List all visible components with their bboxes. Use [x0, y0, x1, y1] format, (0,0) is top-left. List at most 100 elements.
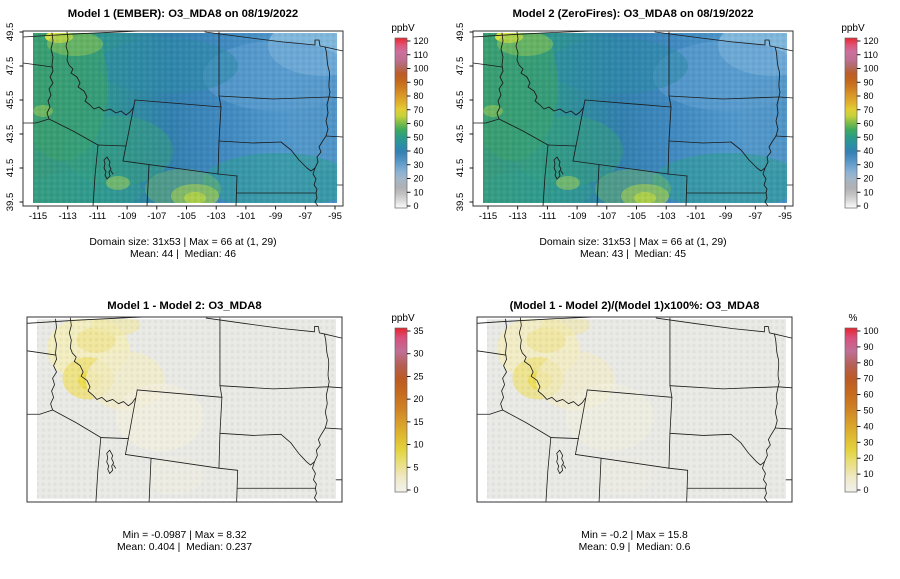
state-border: [762, 461, 767, 489]
state-border: [774, 386, 779, 429]
state-border: [125, 389, 138, 455]
plot-box: [472, 30, 794, 207]
state-border: [324, 427, 343, 430]
state-border: [654, 31, 776, 48]
state-border: [476, 409, 503, 415]
state-border: [22, 118, 50, 124]
plot-area: [476, 316, 793, 503]
colorbar-tick-label: 60: [414, 119, 424, 129]
state-border: [550, 437, 579, 439]
state-border: [314, 487, 318, 503]
colorbar-tick-label: 30: [414, 160, 424, 170]
state-border: [584, 99, 672, 108]
state-border: [103, 156, 112, 180]
state-border: [65, 31, 134, 116]
state-border: [325, 96, 330, 137]
pixelation-overlay: [483, 33, 787, 203]
colorbar-tick-label: 80: [864, 358, 874, 368]
state-border: [218, 95, 330, 100]
state-border: [328, 96, 344, 99]
x-axis-tick-label: -111: [89, 211, 107, 222]
plot-area: [26, 316, 343, 503]
panel-model1: Model 1 (EMBER): O3_MDA8 on 08/19/2022 -…: [0, 0, 450, 289]
state-border: [655, 317, 775, 335]
colorbar-tick-label: 30: [414, 349, 424, 359]
colorbar-tick-label: 35: [414, 326, 424, 336]
state-border: [324, 46, 344, 52]
state-border: [498, 118, 549, 146]
state-border: [122, 99, 136, 162]
y-axis-tick-label: 43.5: [5, 125, 16, 144]
state-border: [596, 164, 600, 207]
colorbar-tick-label: 100: [414, 64, 429, 74]
state-border: [773, 333, 793, 339]
x-axis-tick-label: -113: [509, 211, 527, 222]
colorbar: [844, 327, 858, 493]
plot-box: [26, 316, 343, 503]
colorbar-tick-label: 20: [414, 394, 424, 404]
state-border: [764, 427, 776, 463]
y-axis-tick-label: 45.5: [455, 91, 466, 110]
y-axis-tick-label: 39.5: [455, 193, 466, 212]
colorbar-tick-label: 90: [414, 77, 424, 87]
state-border: [775, 96, 780, 137]
colorbar-tick-label: 5: [414, 462, 419, 472]
pixelation-overlay: [36, 319, 337, 499]
state-border: [327, 386, 343, 389]
state-border: [773, 333, 780, 388]
plot-box: [22, 30, 344, 207]
map-group: [26, 316, 343, 503]
state-border: [106, 449, 115, 474]
colorbar-tick-label: 20: [864, 174, 874, 184]
colorbar-tick-label: 40: [864, 421, 874, 431]
state-border: [774, 46, 781, 98]
state-border: [204, 31, 326, 48]
state-border: [218, 140, 282, 144]
colorbar-tick-label: 30: [864, 160, 874, 170]
colorbar-tick-label: 25: [414, 371, 424, 381]
y-axis-tick-label: 47.5: [5, 57, 16, 76]
panel-stats-line1: Min = -0.0987 | Max = 8.32: [122, 530, 247, 541]
state-border: [314, 192, 319, 207]
colorbar-tick-label: 10: [414, 187, 424, 197]
state-border: [312, 461, 317, 489]
colorbar-tick-label: 50: [864, 406, 874, 416]
panel-stats-line2: Mean: 0.9 | Median: 0.6: [578, 542, 691, 553]
colorbar-tick-label: 0: [864, 201, 869, 211]
state-border: [68, 317, 136, 407]
y-axis-tick-label: 41.5: [455, 159, 466, 178]
x-axis-tick-label: -107: [597, 211, 616, 222]
colorbar-tick-label: 80: [414, 91, 424, 101]
state-border: [50, 358, 57, 411]
colorbar: [394, 327, 408, 493]
colorbar-tick-label: 70: [864, 105, 874, 115]
state-border: [575, 454, 670, 469]
y-axis-tick-label: 49.5: [5, 23, 16, 42]
state-border: [778, 96, 794, 99]
state-border: [500, 32, 504, 72]
x-axis-tick-label: -95: [328, 211, 342, 222]
x-axis-tick-label: -97: [748, 211, 762, 222]
colorbar-tick-label: 50: [414, 132, 424, 142]
state-border: [762, 167, 768, 194]
state-border: [560, 170, 564, 175]
panel-stats-line1: Domain size: 31x53 | Max = 66 at (1, 29): [539, 237, 727, 248]
state-border: [764, 192, 769, 207]
state-border: [496, 70, 504, 120]
state-border: [219, 385, 329, 390]
x-axis-tick-label: -103: [207, 211, 226, 222]
state-border: [563, 464, 566, 469]
panel-title: (Model 1 - Model 2)/(Model 1)x100%: O3_M…: [509, 300, 760, 312]
state-border: [134, 99, 222, 108]
panel-difference: Model 1 - Model 2: O3_MDA8 ppbV 0 5 10 15 20 2…: [0, 290, 450, 579]
state-border: [219, 432, 282, 436]
x-axis-tick-label: -101: [686, 211, 705, 222]
state-border: [324, 46, 331, 98]
state-border: [774, 427, 793, 430]
panel-percent-difference: (Model 1 - Model 2)/(Model 1)x100%: O3_M…: [450, 290, 900, 579]
state-border: [218, 467, 239, 471]
map-figure-difference: ppbV 0 5 10 15 20 25 30 35: [26, 313, 424, 503]
colorbar-unit-label: ppbV: [391, 23, 415, 34]
x-axis-tick-label: -97: [298, 211, 312, 222]
x-axis-tick-label: -95: [778, 211, 792, 222]
